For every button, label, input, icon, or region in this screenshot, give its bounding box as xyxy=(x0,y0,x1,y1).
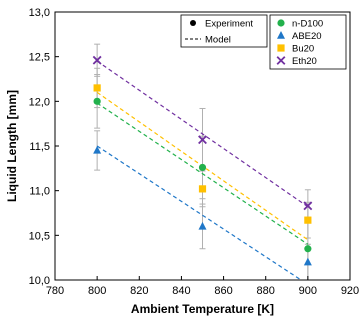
legend-series-label: Bu20 xyxy=(292,44,314,55)
y-axis-title: Liquid Length [mm] xyxy=(5,90,19,202)
point-ABE20 xyxy=(93,145,102,154)
legend-experiment-label: Experiment xyxy=(205,19,253,30)
y-tick-label: 11,0 xyxy=(29,186,50,198)
legend-series-label: ABE20 xyxy=(292,31,322,42)
legend-marker-Eth20 xyxy=(276,56,286,65)
x-axis-title: Ambient Temperature [K] xyxy=(131,302,274,316)
y-tick-label: 13,0 xyxy=(29,7,50,19)
model-line-Eth20 xyxy=(96,60,309,208)
x-tick-label: 920 xyxy=(341,285,359,297)
legend-experiment-marker xyxy=(190,20,196,26)
marker-stroke xyxy=(303,201,313,211)
model-line-n-D100 xyxy=(96,102,309,245)
y-tick-label: 10,0 xyxy=(29,275,50,287)
point-Bu20 xyxy=(304,216,312,224)
y-tick-label: 12,5 xyxy=(29,52,50,64)
y-tick-label: 12,0 xyxy=(29,96,50,108)
x-tick-label: 840 xyxy=(172,285,190,297)
y-tick-label: 10,5 xyxy=(29,230,50,242)
x-tick-label: 800 xyxy=(88,285,106,297)
model-lines xyxy=(96,60,309,280)
legend-model-label: Model xyxy=(205,35,231,46)
x-tick-label: 900 xyxy=(299,285,317,297)
legend-marker-n-D100 xyxy=(277,19,285,27)
marker-stroke xyxy=(198,135,207,145)
model-line-ABE20 xyxy=(96,145,303,280)
point-ABE20 xyxy=(198,221,207,230)
point-Eth20 xyxy=(92,55,102,65)
axis-ticks: 780 800 820 840 860 880 900 920 10,0 10,5 11,0 11,5… xyxy=(29,7,360,297)
x-tick-label: 860 xyxy=(214,285,232,297)
point-n-D100 xyxy=(198,163,207,172)
point-Eth20 xyxy=(303,201,313,211)
legend-series-label: n-D100 xyxy=(292,19,323,30)
legend-box-type xyxy=(180,14,268,48)
point-ABE20 xyxy=(303,257,312,266)
x-tick-label: 780 xyxy=(46,285,64,297)
x-tick-label: 880 xyxy=(257,285,275,297)
legend-marker-ABE20 xyxy=(277,31,285,39)
point-Bu20 xyxy=(93,84,101,92)
y-tick-label: 11,5 xyxy=(29,141,50,153)
data-points xyxy=(92,55,313,266)
point-n-D100 xyxy=(304,245,312,253)
marker-stroke xyxy=(92,55,102,65)
point-n-D100 xyxy=(93,97,101,105)
x-tick-label: 820 xyxy=(130,285,148,297)
marker-stroke xyxy=(276,56,286,65)
point-Bu20 xyxy=(198,185,207,193)
point-Eth20 xyxy=(198,135,207,145)
legend-series-label: Eth20 xyxy=(292,56,317,67)
legend-marker-Bu20 xyxy=(277,44,285,52)
